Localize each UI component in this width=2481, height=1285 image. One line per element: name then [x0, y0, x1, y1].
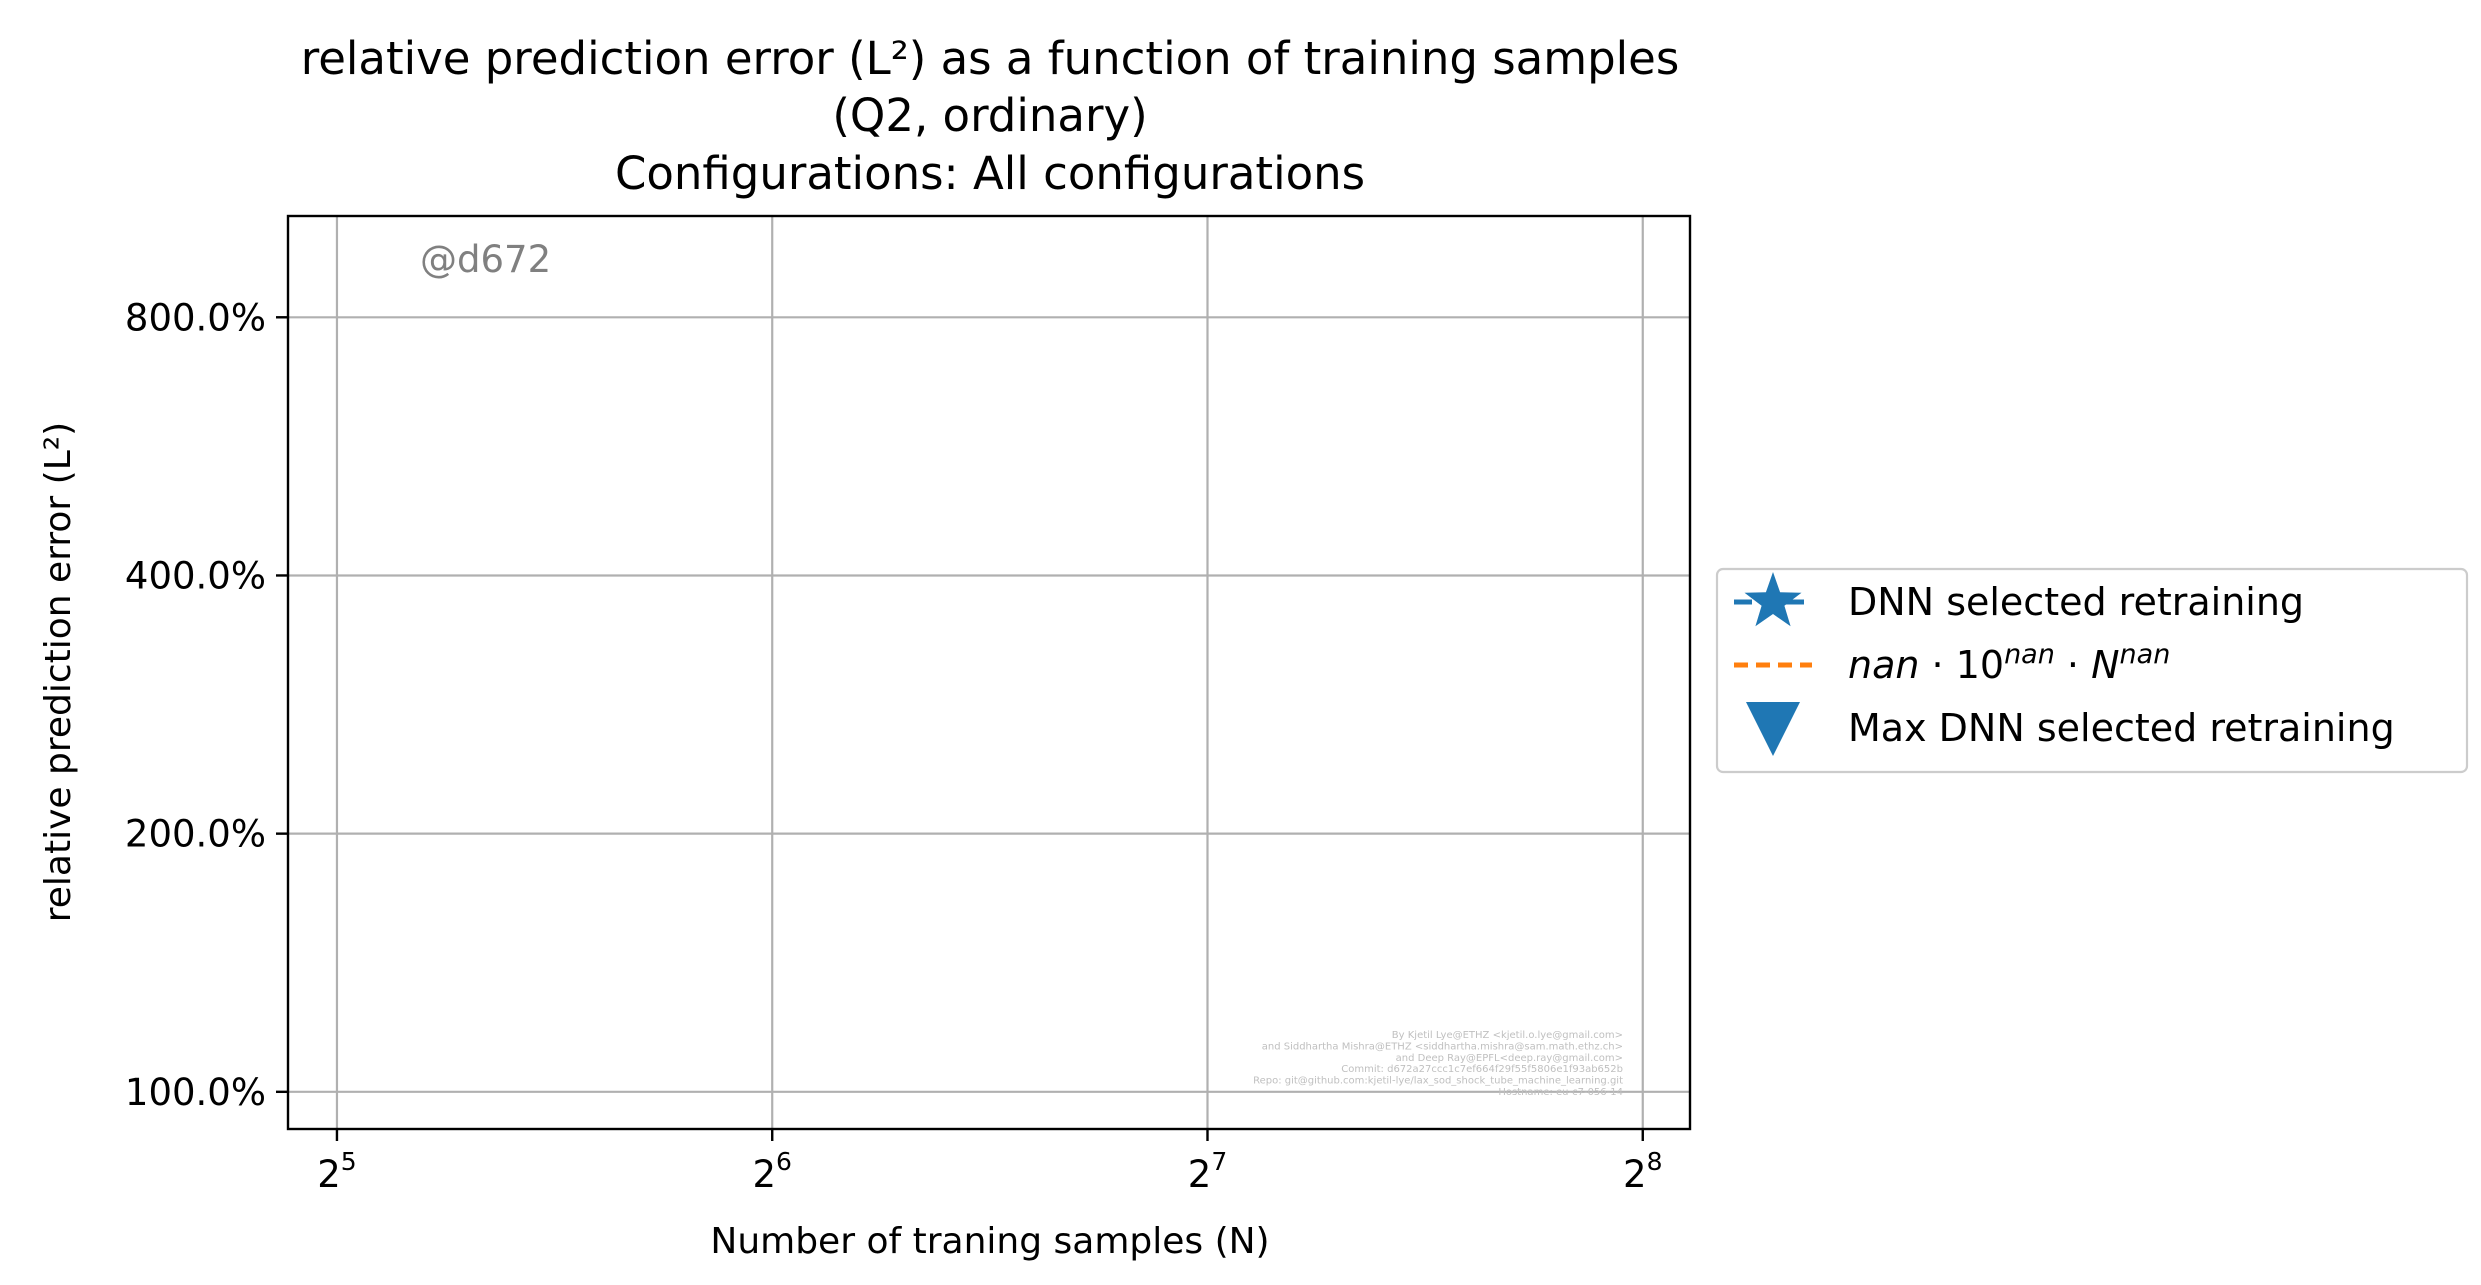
- star-marker-icon: [1744, 572, 1802, 627]
- y-tick-label: 400.0%: [125, 554, 266, 597]
- legend-entry: nan · 10nan · Nnan: [1734, 639, 2170, 687]
- x-tick-label: 28: [1623, 1147, 1662, 1196]
- x-tick-label: 26: [752, 1147, 791, 1196]
- credit-line: and Deep Ray@EPFL<deep.ray@gmail.com>: [1396, 1053, 1623, 1064]
- credit-line: Hostname: eu-c7-056-14: [1498, 1087, 1623, 1098]
- legend-label: Max DNN selected retraining: [1848, 706, 2395, 750]
- credit-line: Repo: git@github.com:kjetil-lye/lax_sod_…: [1253, 1076, 1623, 1087]
- legend-label: nan · 10nan · Nnan: [1848, 639, 2170, 687]
- y-axis-label: relative prediction error (L²): [38, 422, 79, 922]
- legend-entry: Max DNN selected retraining: [1746, 702, 2395, 756]
- grid: [288, 216, 1690, 1129]
- credit-line: Commit: d672a27ccc1c7ef664f29f55f5806e1f…: [1341, 1064, 1623, 1075]
- ticks: [276, 316, 1644, 1141]
- legend-frame: [1715, 567, 2469, 774]
- plot-area-frame: [286, 214, 1692, 1131]
- x-tick-label: 27: [1188, 1147, 1227, 1196]
- credits-block: By Kjetil Lye@ETHZ <kjetil.o.lye@gmail.c…: [1253, 1030, 1623, 1098]
- watermark: @d672: [420, 238, 551, 281]
- x-tick-label: 25: [317, 1147, 356, 1196]
- credit-line: and Siddhartha Mishra@ETHZ <siddhartha.m…: [1262, 1041, 1623, 1052]
- legend: DNN selected retraining nan · 10nan · Nna…: [1715, 567, 2469, 774]
- y-tick-label: 800.0%: [125, 296, 266, 339]
- triangle-down-marker-icon: [1746, 702, 1800, 756]
- credit-line: By Kjetil Lye@ETHZ <kjetil.o.lye@gmail.c…: [1392, 1030, 1623, 1041]
- legend-entry: DNN selected retraining: [1734, 572, 2304, 627]
- x-axis-label: Number of traning samples (N): [710, 1221, 1269, 1262]
- legend-label: DNN selected retraining: [1848, 580, 2304, 624]
- y-tick-label: 100.0%: [125, 1071, 266, 1114]
- chart-title-line-1: relative prediction error (L²) as a func…: [301, 32, 1680, 85]
- y-tick-label: 200.0%: [125, 813, 266, 856]
- chart-title-line-3: Configurations: All configurations: [615, 147, 1365, 200]
- tick-labels: 25 26 27 28 100.0% 200.0% 400.0% 800.0%: [125, 296, 1663, 1196]
- chart-title-line-2: (Q2, ordinary): [832, 89, 1147, 142]
